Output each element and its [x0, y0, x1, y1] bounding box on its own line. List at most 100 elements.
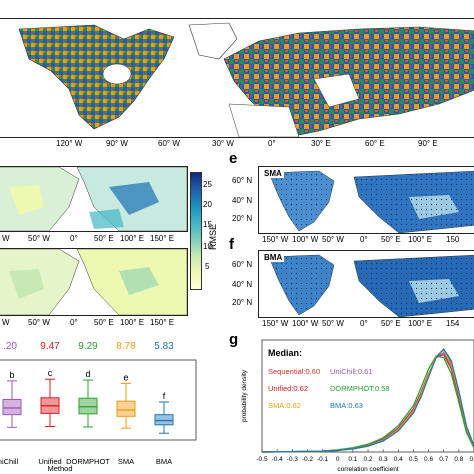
- top-lon-tick: 90° E: [418, 139, 438, 148]
- density-legend-entry: BMA:0.63: [330, 401, 363, 410]
- density-x-tick-label: 0.2: [363, 456, 372, 463]
- lat-tick: 40° N: [232, 196, 253, 205]
- colorbar-tick: 25: [203, 180, 212, 189]
- rmse-map-bottom: [0, 248, 188, 316]
- rmse-lon-tick: W: [2, 234, 10, 243]
- e-lon-tick: 150: [446, 235, 460, 244]
- f-lon-tick: 50° E: [381, 319, 401, 328]
- boxplot-frame: [0, 359, 197, 441]
- significance-letter: d: [85, 369, 90, 379]
- sma-map-canvas: [259, 167, 474, 233]
- significance-letter: b: [9, 370, 14, 380]
- lat-tick: 60° N: [232, 260, 253, 269]
- lat-tick: 40° N: [232, 280, 253, 289]
- density-x-tick-label: 0: [336, 456, 340, 463]
- bma-map: [258, 250, 474, 318]
- lat-tick: 20° N: [232, 298, 253, 307]
- f-lon-tick: 100° W: [292, 319, 319, 328]
- top-lon-tick: 0°: [268, 139, 276, 148]
- density-x-tick-label: 0.5: [409, 456, 418, 463]
- map-label-bma: BMA: [262, 253, 285, 262]
- f-lon-tick: 154: [446, 319, 460, 328]
- density-x-tick-label: 0.9: [469, 456, 474, 463]
- e-lon-tick: 100° W: [292, 235, 319, 244]
- top-lon-tick: 30° W: [212, 139, 234, 148]
- colorbar-tick: 20: [203, 200, 212, 209]
- rmse-boxplot: b .20 niChill c 9.47 Unified d 9.29 DORMPHOT e 8.7…: [0, 341, 197, 473]
- bma-map-canvas: [259, 251, 474, 317]
- top-lon-tick: 30° E: [311, 139, 331, 148]
- panel-letter-e: e: [229, 150, 238, 167]
- density-x-tick-label: 0.4: [394, 456, 403, 463]
- rmse-lon-tick: 0°: [70, 234, 78, 243]
- box-category-label: SMA: [118, 457, 134, 466]
- f-lon-tick: 50° W: [322, 319, 344, 328]
- top-lon-tick: 90° W: [106, 139, 128, 148]
- box-bma: [154, 414, 174, 426]
- colorbar-label: RMSE: [208, 223, 219, 251]
- mean-value-label: .20: [3, 341, 17, 352]
- f-lon-tick: 0°: [360, 319, 368, 328]
- rmse-lon-tick: 0°: [70, 318, 78, 327]
- density-line-bma: [261, 347, 474, 453]
- rmse-map-top-canvas: [0, 167, 187, 231]
- top-lon-tick: 120° W: [56, 139, 83, 148]
- density-x-tick-label: -0.5: [256, 456, 268, 463]
- density-legend-entry: SMA:0.62: [268, 401, 301, 410]
- rmse-lon-tick: 100° E: [120, 234, 145, 243]
- density-x-tick-label: 0.1: [348, 456, 357, 463]
- e-lon-tick: 0°: [360, 235, 368, 244]
- top-lon-tick: 60° E: [365, 139, 385, 148]
- sma-map: [258, 166, 474, 234]
- density-x-tick-label: -0.1: [317, 456, 329, 463]
- significance-letter: e: [123, 372, 128, 382]
- phenology-model-map: [0, 18, 474, 138]
- box-category-label: Unified: [38, 457, 61, 466]
- density-x-tick-label: -0.2: [302, 456, 314, 463]
- rmse-lon-tick: 50° W: [28, 234, 50, 243]
- e-lon-tick: 150° W: [262, 235, 289, 244]
- density-legend-entry: UniChill:0.61: [330, 367, 373, 376]
- density-legend-title: Median:: [268, 348, 302, 358]
- rmse-lon-tick: 50° W: [28, 318, 50, 327]
- rmse-lon-tick: 150° E: [150, 234, 175, 243]
- mean-value-label: 5.83: [154, 341, 174, 352]
- f-lon-tick: 150° W: [262, 319, 289, 328]
- map-label-sma: SMA: [262, 169, 284, 178]
- correlation-density-chart: -0.5 -0.4 -0.3 -0.2 -0.1 0 0.1 0.2 0.3 0.4 0.5 0.6 0…: [241, 339, 474, 473]
- f-lon-tick: 100° E: [408, 319, 433, 328]
- lat-tick: 60° N: [232, 176, 253, 185]
- density-x-tick-label: 0.7: [439, 456, 448, 463]
- box-category-label: BMA: [156, 457, 172, 466]
- density-x-tick-label: 0.3: [379, 456, 388, 463]
- colorbar-tick: 5: [205, 262, 210, 271]
- box-unichill: [2, 398, 22, 416]
- e-lon-tick: 50° W: [322, 235, 344, 244]
- panel-letter-g: g: [229, 331, 239, 348]
- density-x-tick-label: 0.8: [454, 456, 463, 463]
- density-x-tick-label: 0.6: [424, 456, 433, 463]
- lat-tick: 20° N: [232, 214, 253, 223]
- e-lon-tick: 50° E: [381, 235, 401, 244]
- mean-value-label: 9.47: [40, 341, 60, 352]
- density-x-tick-label: -0.4: [272, 456, 284, 463]
- mean-value-label: 9.29: [78, 341, 98, 352]
- rmse-lon-tick: 50° E: [94, 318, 114, 327]
- rmse-colorbar: [190, 172, 202, 290]
- box-sma: [116, 400, 136, 417]
- box-category-label: DORMPHOT: [66, 457, 110, 466]
- box-category-label: niChill: [0, 457, 19, 466]
- boxplot-x-axis-label: Method: [47, 464, 72, 473]
- rmse-map-bottom-canvas: [0, 249, 187, 315]
- density-x-tick-label: -0.3: [287, 456, 299, 463]
- density-legend-entry: DORMPHOT:0.58: [330, 384, 390, 393]
- density-legend-entry: Sequential:0.60: [268, 367, 320, 376]
- rmse-map-top: [0, 166, 188, 232]
- density-x-axis-label: correlation coefficient: [337, 466, 398, 473]
- significance-letter: c: [48, 368, 53, 378]
- density-y-axis-label: probability density: [241, 369, 248, 422]
- colorbar-tick: 15: [203, 220, 212, 229]
- e-lon-tick: 100° E: [408, 235, 433, 244]
- density-legend-entry: Unified:0.62: [268, 384, 308, 393]
- colorbar-tick: 10: [203, 242, 212, 251]
